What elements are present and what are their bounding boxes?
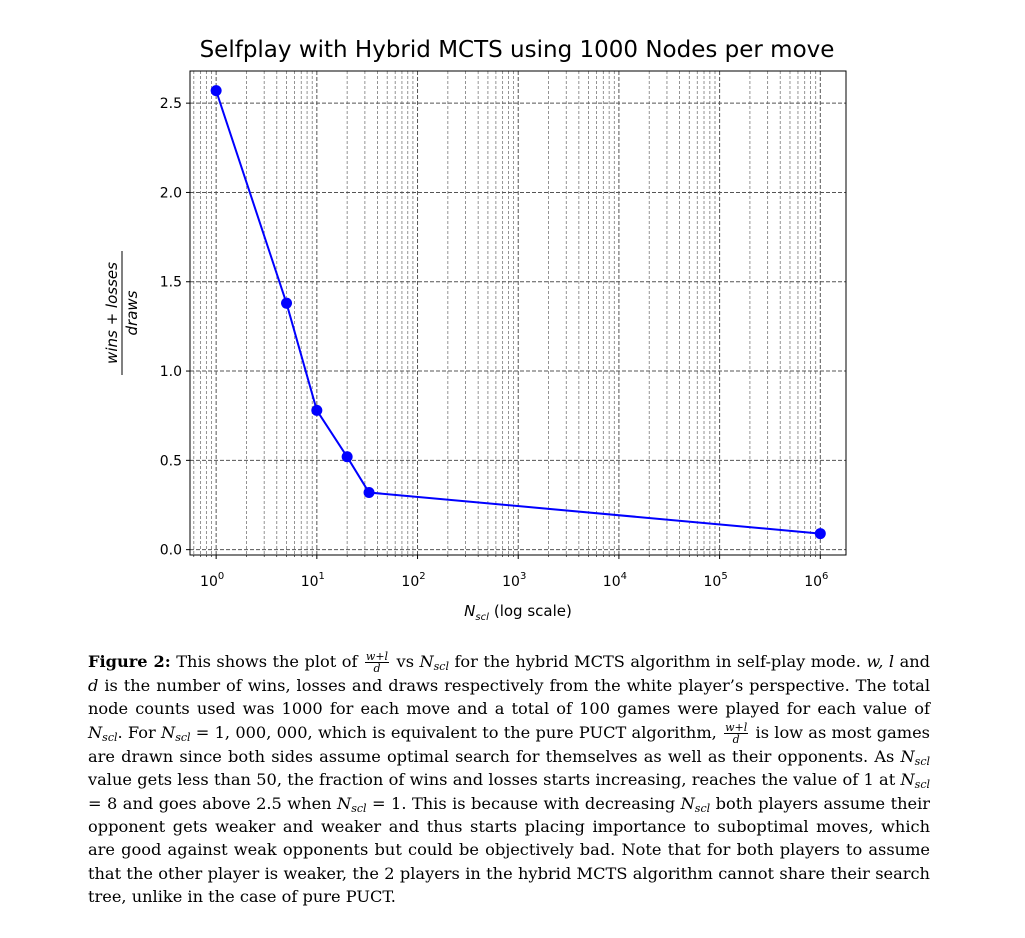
x-tick-label: 102 (401, 571, 425, 590)
x-axis-label-text: (log scale) (494, 602, 572, 620)
data-point (814, 528, 826, 540)
data-point (341, 451, 353, 463)
caption-label: Figure 2: (88, 652, 171, 671)
figure-caption: Figure 2: This shows the plot of w+l d vs… (88, 650, 931, 907)
x-axis-label: Nscl (log scale) (464, 602, 572, 623)
series-line (210, 85, 826, 540)
y-tick-label: 1.5 (160, 275, 182, 291)
svg-text:Nscl(log scale): Nscl (log scale) (464, 602, 572, 623)
x-tick-label: 106 (804, 571, 828, 590)
chart-title: Selfplay with Hybrid MCTS using 1000 Nod… (200, 37, 835, 63)
y-label-numerator: wins + losses (103, 262, 121, 364)
series-polyline (215, 90, 821, 535)
y-tick-label: 0.0 (160, 543, 182, 559)
data-point (210, 85, 222, 97)
x-axis-subscript: scl (475, 612, 489, 623)
y-tick-label: 1.0 (160, 364, 182, 380)
fraction-w-l-d-2: w+l d (724, 720, 749, 746)
chart: Selfplay with Hybrid MCTS using 1000 Nod… (103, 37, 847, 623)
grid (190, 71, 846, 555)
data-point (311, 404, 323, 416)
y-axis-label: wins + losses draws (103, 251, 141, 375)
data-point (363, 486, 375, 498)
x-tick-label: 105 (704, 571, 728, 590)
fraction-w-l-d: w+l d (364, 650, 390, 675)
y-tick-label: 2.0 (160, 185, 182, 201)
x-tick-label: 101 (301, 571, 325, 590)
data-point (281, 297, 293, 309)
y-tick-label: 2.5 (160, 96, 182, 112)
x-tick-label: 100 (200, 571, 224, 590)
x-tick-label: 103 (502, 571, 526, 590)
axis-ticks: 100 101 102 103 104 105 106 0.0 0.5 1.0 1.5 2.0 2.5 (160, 96, 829, 590)
x-axis-symbol: N (464, 602, 475, 620)
x-tick-label: 104 (603, 571, 627, 590)
y-label-denominator: draws (123, 290, 141, 335)
y-tick-label: 0.5 (160, 453, 182, 469)
